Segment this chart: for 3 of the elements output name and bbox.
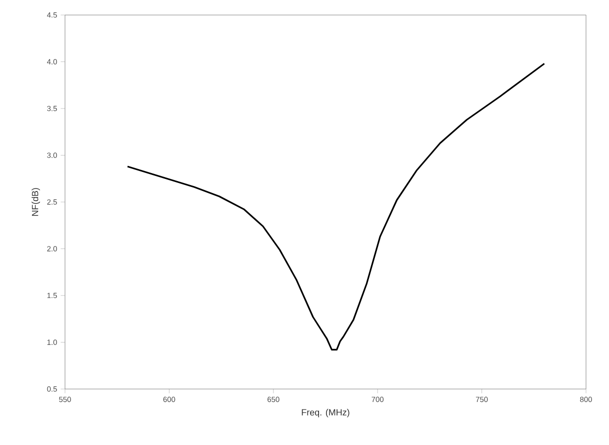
- x-axis-title: Freq. (MHz): [302, 408, 350, 418]
- line-series: [126, 62, 546, 351]
- y-axis-title: NF(dB): [32, 188, 40, 216]
